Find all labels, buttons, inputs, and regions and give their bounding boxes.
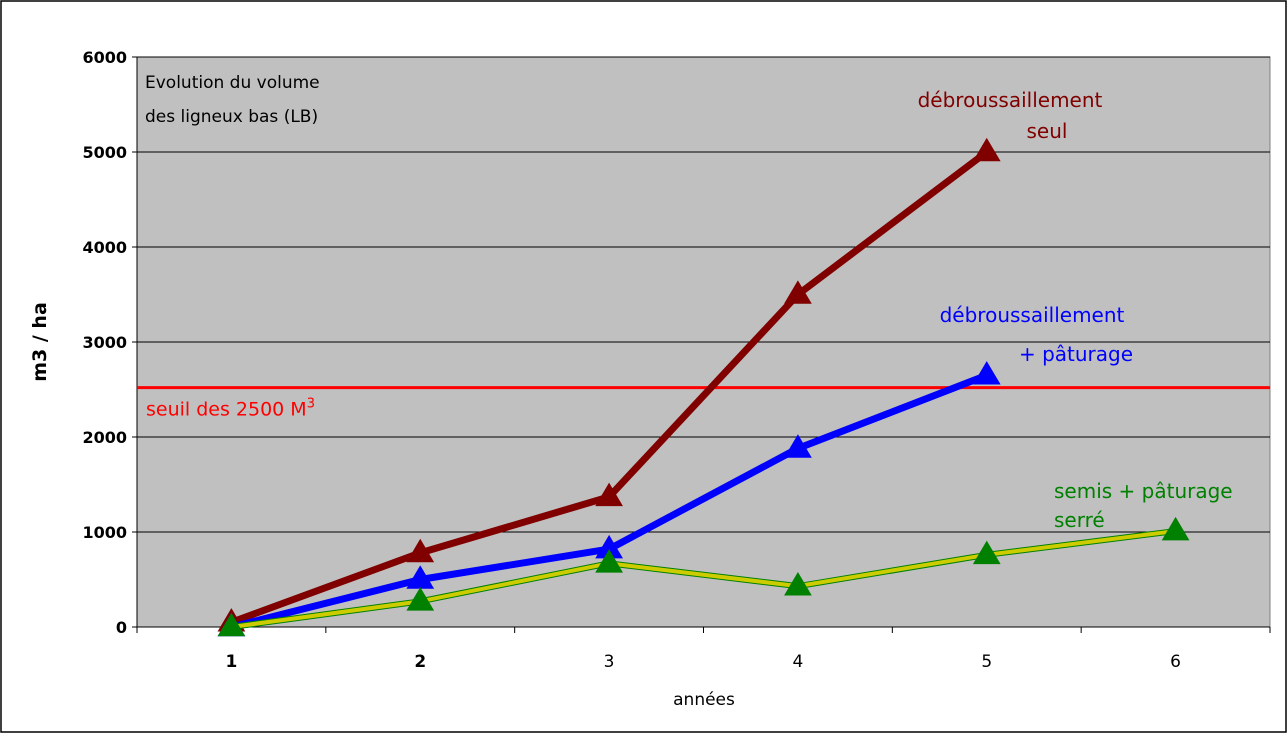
info-box-line-1: Evolution du volume [145, 73, 320, 93]
x-tick-label: 6 [1170, 652, 1181, 672]
x-axis-label: années [673, 690, 735, 710]
series-label: seul [1027, 119, 1068, 143]
data-point-marker [972, 137, 1001, 162]
x-tick-label: 4 [793, 652, 804, 672]
x-tick-label: 5 [981, 652, 992, 672]
data-point-marker [972, 540, 1001, 565]
x-tick-label: 2 [414, 652, 426, 672]
series-label: + pâturage [1019, 342, 1133, 366]
y-tick-label: 5000 [82, 143, 127, 162]
series-label: débroussaillement [918, 88, 1103, 112]
data-point-marker [217, 612, 246, 637]
data-point-marker [595, 482, 623, 507]
threshold-label: seuil des 2500 M3 [146, 397, 315, 421]
y-tick-label: 2000 [82, 428, 127, 447]
gridlines [137, 56, 1270, 533]
x-tick-label: 1 [225, 652, 237, 672]
data-point-marker [595, 549, 623, 573]
data-point-marker [972, 361, 1001, 385]
x-tick-label: 3 [604, 652, 615, 672]
axes: 0 1000 2000 3000 4000 5000 6000 1 2 3 4 5 6 [82, 48, 1271, 672]
y-tick-label: 4000 [82, 238, 127, 257]
data-point-marker [406, 587, 435, 611]
info-box: Evolution du volume des ligneux bas (LB) [145, 73, 320, 127]
series-label: semis + pâturage [1054, 479, 1233, 503]
series-label: débroussaillement [940, 303, 1125, 327]
y-tick-label: 3000 [82, 333, 127, 352]
y-axis-label: m3 / ha [29, 302, 51, 382]
series-label: serré [1054, 508, 1105, 532]
threshold-label-superscript: 3 [307, 397, 315, 412]
y-tick-label: 1000 [82, 523, 127, 542]
y-tick-label: 6000 [82, 48, 127, 67]
data-point-marker [406, 538, 435, 563]
data-point-marker [784, 434, 812, 458]
data-point-marker [784, 571, 812, 596]
y-tick-label: 0 [116, 618, 127, 637]
data-point-marker [1161, 516, 1190, 541]
series-line [231, 529, 1176, 629]
series-group [217, 137, 1190, 637]
info-box-line-2: des ligneux bas (LB) [145, 107, 318, 127]
labels-group: débroussaillement seul débroussaillement + … [918, 88, 1233, 532]
threshold-group: seuil des 2500 M3 [137, 386, 1270, 421]
data-point-marker [784, 280, 812, 304]
